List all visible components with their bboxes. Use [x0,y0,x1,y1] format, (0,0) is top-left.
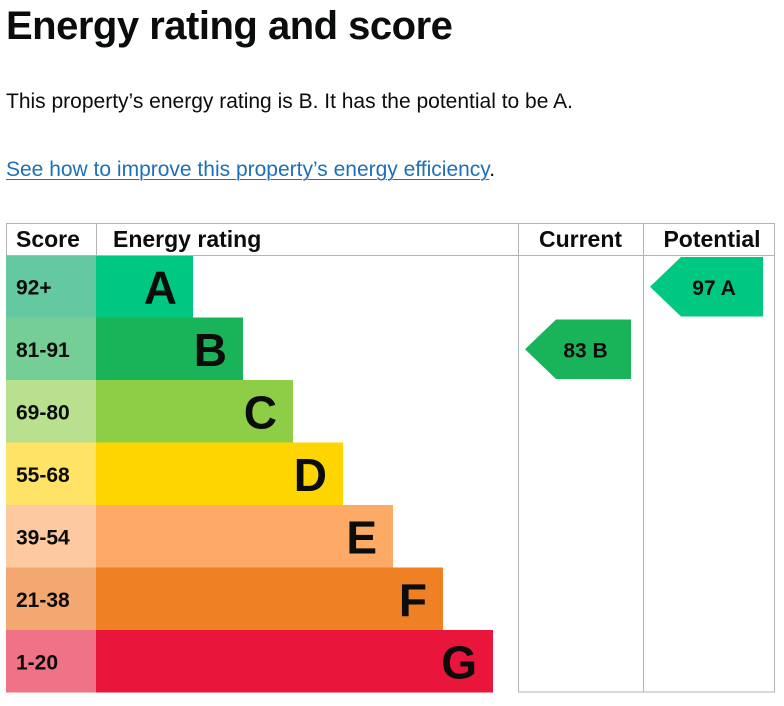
score-range-a: 92+ [16,276,52,299]
score-cell-g [6,630,96,693]
score-cell-b [6,317,96,380]
header-potential: Potential [663,226,760,252]
current-rating-label: 83 B [563,339,607,362]
rating-letter-a: A [144,261,177,313]
rating-bar-b [96,317,243,380]
potential-rating-label: 97 A [692,277,736,300]
link-suffix: . [489,158,496,181]
header-score: Score [16,226,80,252]
score-range-b: 81-91 [16,339,70,362]
score-range-e: 39-54 [16,526,70,549]
rating-letter-e: E [346,511,377,563]
rating-letter-f: F [399,574,427,626]
rating-letter-b: B [194,324,227,376]
header-energy-rating: Energy rating [113,226,261,252]
rating-bar-g [96,630,493,693]
score-range-g: 1-20 [16,651,58,674]
rating-bar-d [96,442,343,505]
score-cell-a [6,255,96,318]
rating-letter-g: G [441,636,477,688]
score-cell-c [6,380,96,443]
score-cell-f [6,567,96,630]
improve-paragraph: See how to improve this property’s energ… [6,156,495,184]
rating-bar-a [96,255,193,318]
score-range-d: 55-68 [16,464,70,487]
rating-bar-c [96,380,293,443]
current-rating-arrow [525,319,631,379]
page-title: Energy rating and score [6,4,453,48]
improve-efficiency-link[interactable]: See how to improve this property’s energ… [6,158,490,181]
header-current: Current [539,226,622,252]
score-range-c: 69-80 [16,401,70,424]
rating-bar-f [96,567,443,630]
score-cell-d [6,442,96,505]
rating-bar-e [96,505,393,568]
rating-letter-c: C [244,386,277,438]
score-cell-e [6,505,96,568]
rating-summary: This property’s energy rating is B. It h… [6,90,573,113]
potential-rating-arrow [650,257,763,317]
score-range-f: 21-38 [16,589,70,612]
rating-letter-d: D [294,449,327,501]
